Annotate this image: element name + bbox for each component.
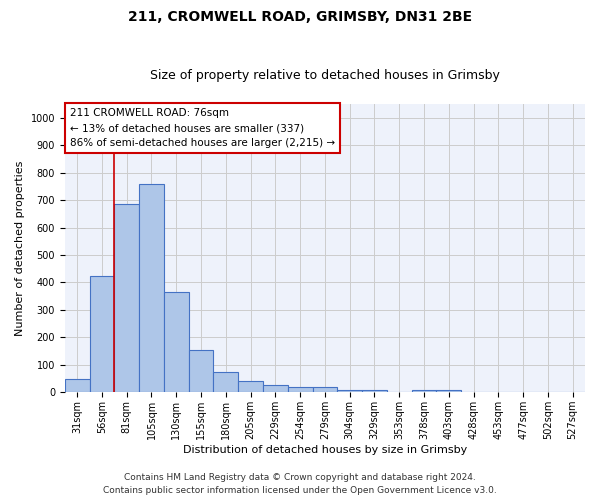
Bar: [288, 388, 313, 392]
Bar: [362, 390, 387, 392]
Bar: [238, 382, 263, 392]
Title: Size of property relative to detached houses in Grimsby: Size of property relative to detached ho…: [150, 69, 500, 82]
Text: 211, CROMWELL ROAD, GRIMSBY, DN31 2BE: 211, CROMWELL ROAD, GRIMSBY, DN31 2BE: [128, 10, 472, 24]
Bar: [313, 388, 337, 392]
Bar: [436, 390, 461, 392]
Bar: [115, 204, 139, 392]
Y-axis label: Number of detached properties: Number of detached properties: [15, 160, 25, 336]
Bar: [263, 384, 288, 392]
Bar: [89, 276, 115, 392]
Text: 211 CROMWELL ROAD: 76sqm
← 13% of detached houses are smaller (337)
86% of semi-: 211 CROMWELL ROAD: 76sqm ← 13% of detach…: [70, 108, 335, 148]
Bar: [412, 390, 436, 392]
Bar: [337, 390, 362, 392]
X-axis label: Distribution of detached houses by size in Grimsby: Distribution of detached houses by size …: [183, 445, 467, 455]
Bar: [214, 372, 238, 392]
Bar: [139, 184, 164, 392]
Text: Contains HM Land Registry data © Crown copyright and database right 2024.
Contai: Contains HM Land Registry data © Crown c…: [103, 474, 497, 495]
Bar: [188, 350, 214, 393]
Bar: [164, 292, 188, 392]
Bar: [65, 378, 89, 392]
